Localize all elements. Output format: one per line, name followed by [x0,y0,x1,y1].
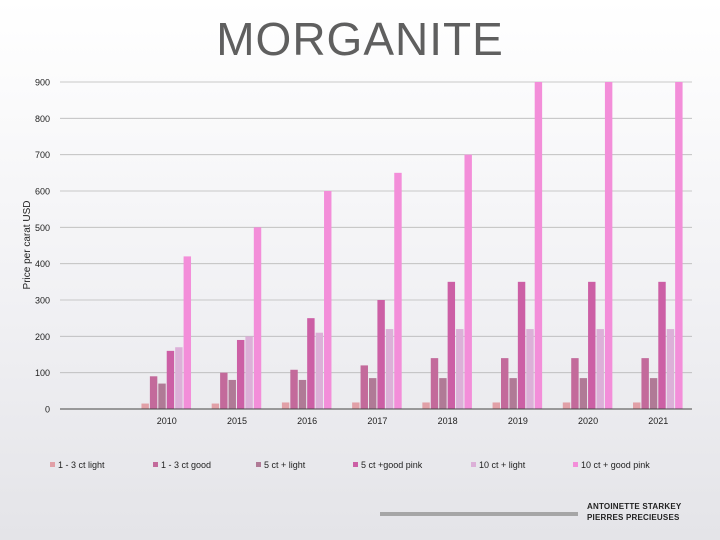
footer-rule [380,512,578,516]
legend-label-5: 10 ct + good pink [581,460,650,470]
bar-2015-series-1 [220,372,228,409]
y-tick-800: 800 [35,114,50,124]
y-tick-0: 0 [45,405,50,415]
bar-2016-series-5 [324,191,332,409]
bar-2010-series-3 [166,350,175,409]
y-tick-700: 700 [35,150,50,160]
bar-2019-series-5 [534,82,543,409]
y-tick-900: 900 [35,78,50,88]
bar-2018-series-3 [447,281,456,409]
bar-2015-series-3 [236,339,245,409]
bar-2016-series-0 [281,402,290,409]
bar-2016-series-3 [307,318,315,409]
bar-2017-series-4 [385,329,394,409]
legend-label-2: 5 ct + light [264,460,306,470]
y-tick-600: 600 [35,187,50,197]
legend-swatch-2 [256,462,261,467]
bar-2020-series-2 [579,378,588,409]
x-tick-2020: 2020 [578,416,598,426]
bar-2019-series-0 [492,402,500,409]
y-tick-400: 400 [35,259,50,269]
bar-2021-series-2 [649,378,658,409]
bar-2019-series-4 [526,329,534,409]
bar-2020-series-1 [571,358,579,409]
x-tick-2017: 2017 [367,416,387,426]
legend-label-4: 10 ct + light [479,460,526,470]
bar-2020-series-0 [562,402,571,409]
bar-2010-series-2 [158,383,166,409]
legend-label-1: 1 - 3 ct good [161,460,211,470]
y-tick-300: 300 [35,296,50,306]
bar-2021-series-0 [633,402,641,409]
legend-swatch-0 [50,462,55,467]
x-tick-2016: 2016 [297,416,317,426]
y-tick-100: 100 [35,368,50,378]
bar-2018-series-1 [430,358,439,409]
bar-2021-series-4 [666,329,675,409]
bar-2019-series-1 [500,358,509,409]
legend-swatch-4 [471,462,476,467]
y-tick-labels: 0 100 200 300 400 500 600 700 800 900 [35,78,50,415]
x-tick-2010: 2010 [157,416,177,426]
x-tick-2021: 2021 [648,416,668,426]
bar-2017-series-5 [394,172,402,409]
bar-2015-series-5 [253,227,262,409]
bar-2019-series-2 [509,378,517,409]
bar-2010-series-5 [183,256,192,409]
bar-2010-series-0 [141,403,149,409]
legend: 1 - 3 ct light 1 - 3 ct good 5 ct + light 5… [50,460,650,470]
chart-title: MORGANITE [216,13,504,65]
legend-swatch-1 [153,462,158,467]
bar-2016-series-4 [315,332,324,409]
bar-2016-series-1 [290,369,298,409]
bar-2017-series-3 [377,300,385,409]
bar-2015-series-4 [245,336,253,409]
x-tick-2015: 2015 [227,416,247,426]
bar-2021-series-3 [658,281,666,409]
bar-2018-series-0 [422,402,430,409]
y-tick-200: 200 [35,332,50,342]
footer-name: ANTOINETTE STARKEY [587,502,682,511]
bar-2018-series-2 [439,378,447,409]
footer-company: PIERRES PRECIEUSES [587,513,680,522]
bar-2010-series-1 [149,376,158,409]
bar-2015-series-2 [228,379,236,409]
bar-2021-series-1 [641,358,649,409]
bar-2017-series-2 [368,378,377,409]
bar-2016-series-2 [298,379,307,409]
bar-2019-series-3 [517,281,526,409]
bar-2018-series-4 [456,329,464,409]
legend-swatch-3 [353,462,358,467]
bar-2021-series-5 [675,82,683,409]
bar-2015-series-0 [211,403,220,409]
bar-2017-series-0 [352,402,360,409]
bar-2017-series-1 [360,365,368,409]
bar-2010-series-4 [175,347,183,409]
x-tick-2018: 2018 [438,416,458,426]
bar-2020-series-5 [604,82,613,409]
x-tick-2019: 2019 [508,416,528,426]
footer-credit: ANTOINETTE STARKEY PIERRES PRECIEUSES [587,501,681,523]
legend-label-0: 1 - 3 ct light [58,460,105,470]
gridlines [60,81,692,374]
legend-label-3: 5 ct +good pink [361,460,423,470]
y-axis-label: Price per carat USD [22,201,33,290]
bar-2020-series-3 [588,281,596,409]
legend-swatch-5 [573,462,578,467]
bar-2018-series-5 [464,154,472,409]
x-tick-labels: 2010 2015 2016 2017 2018 2019 2020 2021 [157,416,669,426]
bar-2020-series-4 [596,329,604,409]
bars [141,82,683,409]
y-tick-500: 500 [35,223,50,233]
